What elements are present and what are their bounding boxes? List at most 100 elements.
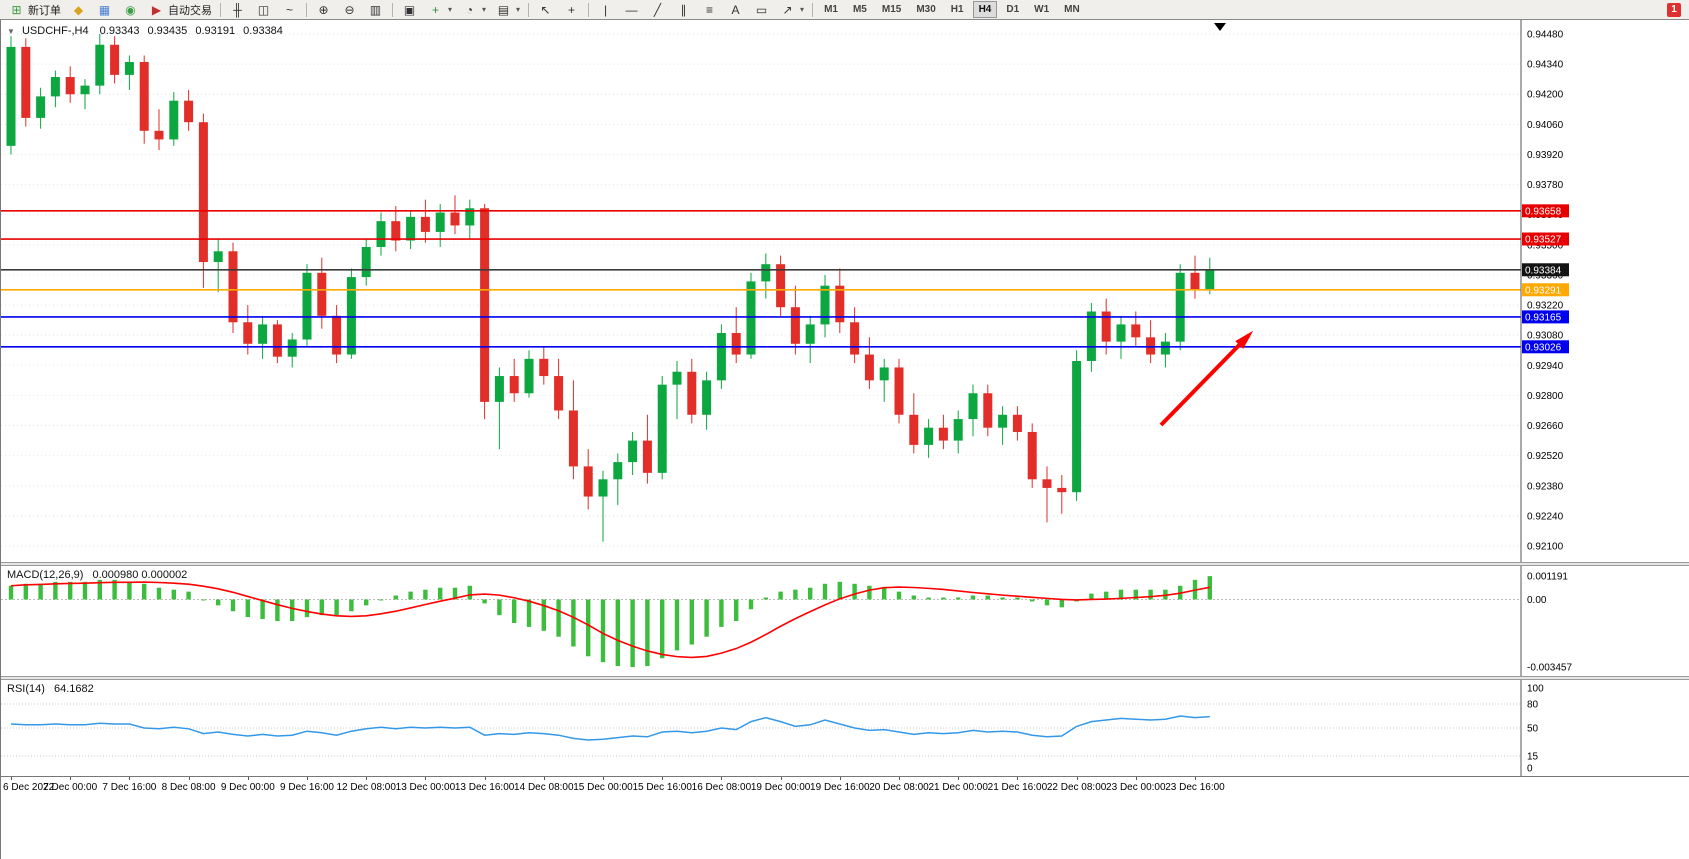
ohlc-high: 0.93435 bbox=[147, 25, 188, 37]
cursor-icon[interactable]: ↖ bbox=[533, 1, 558, 19]
time-label: 23 Dec 00:00 bbox=[1106, 782, 1166, 793]
text-icon[interactable]: A bbox=[723, 1, 748, 19]
tile-windows-icon[interactable]: ▥ bbox=[363, 1, 388, 19]
time-tick bbox=[721, 777, 723, 780]
auto-arrange-icon: ▣ bbox=[403, 2, 416, 17]
trendline-icon: ╱ bbox=[653, 2, 662, 17]
timeframe-w1[interactable]: W1 bbox=[1034, 4, 1050, 15]
charts-profile-icon[interactable]: ◆ bbox=[66, 1, 91, 19]
svg-text:80: 80 bbox=[1527, 700, 1539, 711]
rsi-label: RSI(14) 64.1682 bbox=[7, 683, 94, 695]
autotrading-button-label: 自动交易 bbox=[168, 4, 212, 17]
candlestick-chart-icon[interactable]: ◫ bbox=[251, 1, 276, 19]
crosshair-icon[interactable]: + bbox=[559, 1, 584, 19]
svg-text:0.93291: 0.93291 bbox=[1525, 285, 1562, 296]
main-chart-canvas[interactable]: 0.94480 0.94340 0.94200 0.94060 0.93920 0.937… bbox=[1, 20, 1689, 562]
zoom-in-icon[interactable]: ⊕ bbox=[311, 1, 336, 19]
time-tick bbox=[425, 777, 427, 780]
text-icon: A bbox=[731, 2, 740, 17]
timeframe-m30[interactable]: M30 bbox=[916, 4, 936, 15]
alerts-badge[interactable]: 1 bbox=[1667, 2, 1681, 17]
toolbar: ⊞ 新订单 ◆ ▦ ◉ ▶ 自动交易 ╫ ◫ ~ ⊕ ⊖ ▥ ▣ + ▾ ◔ ▾ ▤ ▾ ↖ + | — ╱ ∥ ≡ A ▭ ↗ ▾ M1 M5… bbox=[0, 0, 1689, 20]
time-tick bbox=[1135, 777, 1137, 780]
rsi-panel-canvas[interactable]: 100 80 50 150 bbox=[1, 680, 1689, 776]
fibonacci-icon[interactable]: ≡ bbox=[697, 1, 722, 19]
new-order-button[interactable]: ⊞ 新订单 bbox=[4, 1, 65, 19]
timeframe-m5[interactable]: M5 bbox=[852, 4, 867, 15]
svg-text:100: 100 bbox=[1527, 684, 1544, 695]
svg-text:0.93658: 0.93658 bbox=[1525, 206, 1562, 217]
timeframe-h4[interactable]: H4 bbox=[972, 1, 998, 18]
timeframe-h1[interactable]: H1 bbox=[950, 4, 964, 15]
macd-indicator-values: 0.000980 0.000002 bbox=[92, 569, 188, 581]
toolbar-separator bbox=[392, 2, 393, 17]
svg-text:0.94200: 0.94200 bbox=[1527, 90, 1564, 101]
crosshair-icon: + bbox=[568, 2, 576, 17]
fibonacci-icon: ≡ bbox=[706, 2, 714, 17]
time-tick bbox=[662, 777, 664, 780]
time-label: 13 Dec 00:00 bbox=[395, 782, 456, 793]
templates-icon: ▤ bbox=[497, 2, 510, 17]
line-chart-icon[interactable]: ~ bbox=[277, 1, 302, 19]
chart-expander-icon[interactable]: ▼ bbox=[7, 27, 15, 36]
tile-windows-icon: ▥ bbox=[369, 2, 382, 17]
time-label: 7 Dec 16:00 bbox=[102, 782, 157, 793]
timeframe-m15[interactable]: M15 bbox=[881, 4, 902, 15]
time-label: 15 Dec 00:00 bbox=[573, 782, 633, 793]
horizontal-line-icon[interactable]: — bbox=[619, 1, 644, 19]
macd-panel-canvas[interactable]: 0.001191 0.00 -0.003457 bbox=[1, 566, 1689, 676]
time-label: 13 Dec 16:00 bbox=[454, 782, 515, 793]
timeframe-d1[interactable]: D1 bbox=[1006, 4, 1020, 15]
trendline-icon[interactable]: ╱ bbox=[645, 1, 670, 19]
chart-window-icon[interactable]: ▦ bbox=[92, 1, 117, 19]
channel-icon: ∥ bbox=[680, 2, 687, 17]
toolbar-separator bbox=[306, 2, 307, 17]
text-label-icon[interactable]: ▭ bbox=[749, 1, 774, 19]
time-label: 9 Dec 00:00 bbox=[220, 782, 275, 793]
timeframe-m1[interactable]: M1 bbox=[824, 4, 838, 15]
svg-text:0.93500: 0.93500 bbox=[1527, 240, 1564, 251]
time-label: 20 Dec 08:00 bbox=[869, 782, 929, 793]
bar-chart-icon[interactable]: ╫ bbox=[225, 1, 250, 19]
vertical-line-icon: | bbox=[603, 2, 608, 17]
svg-text:0.94060: 0.94060 bbox=[1527, 120, 1564, 131]
svg-text:0.00: 0.00 bbox=[1527, 595, 1547, 606]
chart-window-icon: ▦ bbox=[98, 2, 111, 17]
data-window-icon: ◉ bbox=[125, 2, 136, 17]
zoom-out-icon[interactable]: ⊖ bbox=[337, 1, 362, 19]
auto-arrange-icon[interactable]: ▣ bbox=[397, 1, 422, 19]
svg-text:0.93026: 0.93026 bbox=[1525, 342, 1562, 353]
autotrading-button[interactable]: ▶ 自动交易 bbox=[144, 1, 216, 19]
panel-splitter-macd[interactable] bbox=[1, 562, 1689, 566]
svg-text:0.001191: 0.001191 bbox=[1527, 572, 1568, 583]
data-window-icon[interactable]: ◉ bbox=[118, 1, 143, 19]
arrows-button[interactable]: ↗ ▾ bbox=[775, 1, 808, 19]
time-label: 19 Dec 16:00 bbox=[810, 782, 870, 793]
svg-text:0.92380: 0.92380 bbox=[1527, 481, 1564, 492]
ohlc-open: 0.93343 bbox=[99, 25, 140, 37]
time-tick bbox=[70, 777, 72, 780]
templates-button[interactable]: ▤ ▾ bbox=[491, 1, 524, 19]
time-tick bbox=[1195, 777, 1196, 780]
toolbar-separator bbox=[588, 2, 590, 17]
toolbar-separator bbox=[528, 2, 530, 17]
time-tick bbox=[366, 777, 368, 780]
time-label: 8 Dec 08:00 bbox=[161, 782, 216, 793]
panel-splitter-rsi[interactable] bbox=[1, 676, 1689, 680]
indicators-button[interactable]: + ▾ bbox=[423, 1, 456, 19]
time-axis[interactable]: 6 Dec 2022 7 Dec 00:00 7 Dec 16:00 8 Dec 08… bbox=[1, 776, 1689, 798]
timeframe-mn[interactable]: MN bbox=[1064, 4, 1080, 15]
candlestick-chart-icon: ◫ bbox=[257, 2, 270, 17]
time-tick bbox=[247, 777, 249, 780]
vertical-line-icon[interactable]: | bbox=[593, 1, 618, 19]
time-tick bbox=[129, 777, 131, 780]
macd-label: MACD(12,26,9) 0.000980 0.000002 bbox=[7, 569, 187, 581]
time-label: 19 Dec 00:00 bbox=[750, 782, 811, 793]
channel-icon[interactable]: ∥ bbox=[671, 1, 696, 19]
svg-text:15: 15 bbox=[1527, 752, 1539, 763]
svg-text:0.92240: 0.92240 bbox=[1527, 511, 1564, 522]
periods-button[interactable]: ◔ ▾ bbox=[457, 1, 490, 19]
svg-text:0.92520: 0.92520 bbox=[1527, 451, 1564, 462]
chart-window: 0.94480 0.94340 0.94200 0.94060 0.93920 0.937… bbox=[0, 20, 1689, 859]
text-label-icon: ▭ bbox=[755, 2, 768, 17]
